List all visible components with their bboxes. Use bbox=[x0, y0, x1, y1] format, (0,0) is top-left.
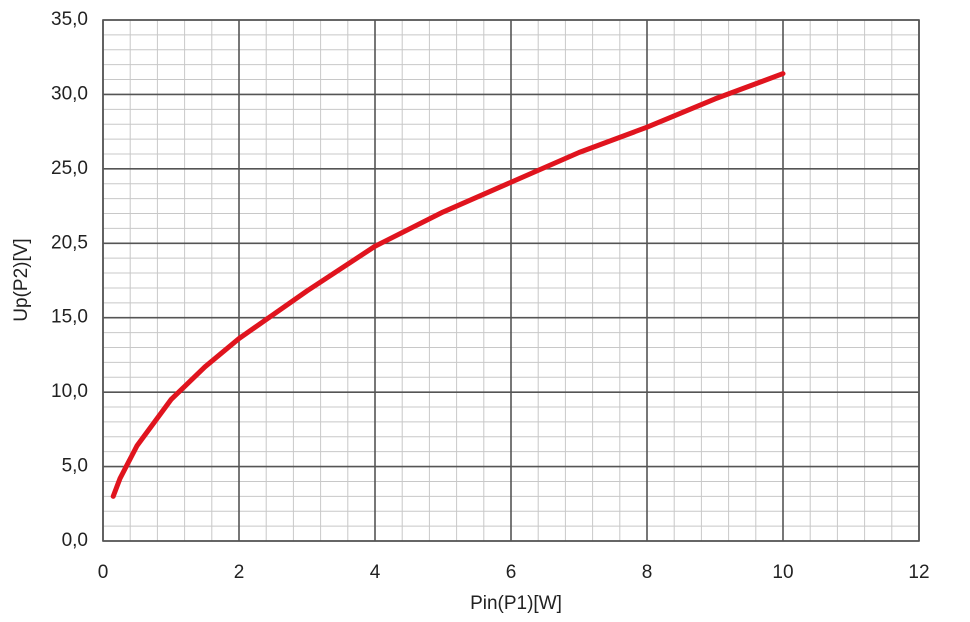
x-tick-label: 0 bbox=[98, 562, 109, 583]
x-tick-label: 12 bbox=[908, 562, 929, 583]
y-tick-label: 35,0 bbox=[51, 9, 88, 30]
y-tick-label: 5,0 bbox=[62, 456, 88, 477]
y-tick-label: 25,0 bbox=[51, 158, 88, 179]
x-tick-label: 6 bbox=[506, 562, 517, 583]
x-axis-label: Pin(P1)[W] bbox=[470, 593, 562, 614]
x-tick-label: 8 bbox=[642, 562, 653, 583]
y-tick-label: 20,5 bbox=[51, 232, 88, 253]
y-tick-label: 10,0 bbox=[51, 381, 88, 402]
x-tick-label: 2 bbox=[234, 562, 245, 583]
data-line bbox=[110, 71, 786, 499]
y-axis-label: Up(P2)[V] bbox=[11, 238, 32, 321]
y-tick-label: 30,0 bbox=[51, 83, 88, 104]
x-tick-label: 4 bbox=[370, 562, 381, 583]
plot-frame bbox=[102, 19, 920, 542]
x-tick-label: 10 bbox=[772, 562, 793, 583]
y-tick-label: 0,0 bbox=[62, 530, 88, 551]
y-tick-label: 15,0 bbox=[51, 307, 88, 328]
